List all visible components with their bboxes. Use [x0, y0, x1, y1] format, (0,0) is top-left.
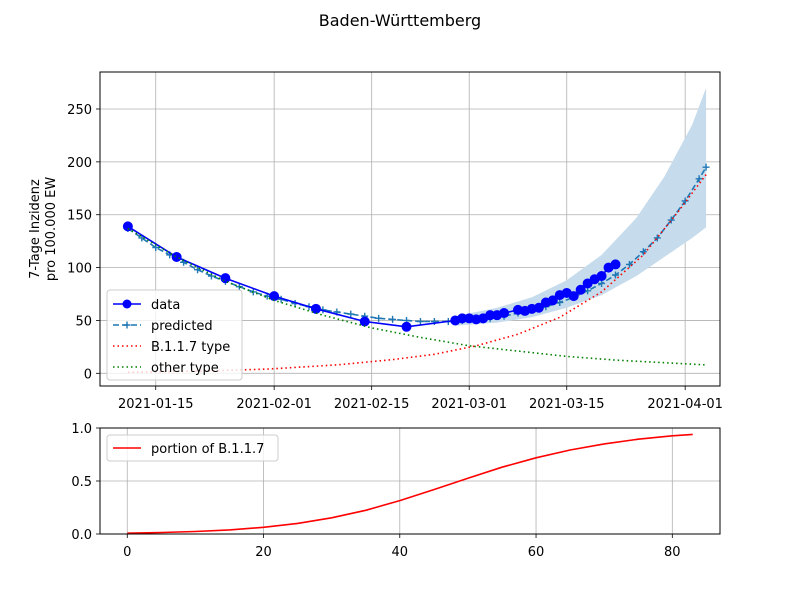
predicted-point	[695, 175, 703, 183]
legend-label: other type	[151, 361, 219, 376]
legend-box	[106, 434, 279, 462]
incidence-ticks: 2021-01-15 2021-02-01 2021-02-15 2021-03-01…	[67, 103, 723, 412]
data-point	[596, 271, 607, 282]
x-tick-label: 2021-02-01	[236, 397, 312, 412]
data-point	[220, 273, 231, 284]
predicted-point	[625, 260, 633, 268]
portion-b117-line	[127, 433, 693, 534]
predicted-point	[375, 314, 383, 322]
incidence-chart: 2021-01-15 2021-02-01 2021-02-15 2021-03-01…	[28, 71, 723, 412]
legend-label: data	[151, 298, 180, 313]
incidence-plot-frame	[99, 71, 721, 387]
data-point	[269, 291, 280, 302]
data-point	[610, 259, 621, 270]
predicted-point	[598, 279, 606, 287]
prediction-confidence-band	[455, 87, 707, 326]
predicted-point	[653, 234, 661, 242]
data-point	[533, 302, 544, 313]
legend-label: portion of B.1.1.7	[151, 442, 264, 457]
portion-ticks: 0 20 40 60 80 0.0 0.5 1.0	[71, 422, 680, 560]
x-tick-label: 2021-01-15	[118, 397, 194, 412]
predicted-point	[681, 197, 689, 205]
data-point	[547, 295, 558, 306]
y-tick-label: 50	[75, 314, 92, 329]
data-point	[499, 308, 510, 319]
y-tick-label: 0.0	[71, 528, 92, 543]
x-tick-label: 0	[123, 545, 131, 560]
legend-label: predicted	[151, 319, 213, 334]
confidence-band-area	[455, 87, 707, 326]
y-tick-label: 0	[84, 367, 92, 382]
data-point	[575, 284, 586, 295]
y-axis-label-line2: pro 100.000 EW	[44, 177, 59, 282]
predicted-point	[702, 163, 710, 171]
x-tick-label: 40	[392, 545, 409, 560]
predicted-point	[612, 271, 620, 279]
data-point	[171, 252, 182, 263]
data-point	[359, 316, 370, 327]
portion-legend: portion of B.1.1.7	[106, 434, 279, 462]
y-tick-label: 100	[67, 262, 92, 277]
portion-series	[127, 433, 693, 534]
predicted-point	[667, 216, 675, 224]
y-tick-label: 250	[67, 103, 92, 118]
x-tick-label: 2021-03-15	[529, 397, 605, 412]
predicted-point	[347, 310, 355, 318]
x-tick-label: 20	[255, 545, 272, 560]
x-tick-label: 80	[664, 545, 681, 560]
figure-title: Baden-Württemberg	[319, 11, 481, 30]
x-tick-label: 60	[528, 545, 545, 560]
legend-marker	[123, 321, 131, 329]
predicted-point	[194, 266, 202, 274]
portion-chart: 0 20 40 60 80 0.0 0.5 1.0 portion of B.1.1.7	[71, 422, 721, 560]
data-point	[568, 291, 579, 302]
x-tick-label: 2021-04-01	[647, 397, 723, 412]
legend-marker	[122, 299, 132, 309]
legend-label: B.1.1.7 type	[151, 340, 230, 355]
y-tick-label: 200	[67, 156, 92, 171]
legend-box	[106, 289, 243, 381]
predicted-point	[639, 248, 647, 256]
incidence-series	[122, 163, 710, 374]
predicted-point	[389, 315, 397, 323]
x-tick-label: 2021-02-15	[334, 397, 410, 412]
y-tick-label: 150	[67, 209, 92, 224]
x-tick-label: 2021-03-01	[431, 397, 507, 412]
data-point	[401, 321, 412, 332]
predicted-point	[235, 283, 243, 291]
predicted-point	[416, 318, 424, 326]
y-tick-label: 1.0	[71, 422, 92, 437]
data-point	[122, 221, 133, 232]
y-axis-label-line1: 7-Tage Inzidenz	[28, 179, 43, 279]
y-tick-label: 0.5	[71, 475, 92, 490]
incidence-legend: data predicted B.1.1.7 type other type	[106, 289, 243, 381]
predicted-point	[556, 298, 564, 306]
